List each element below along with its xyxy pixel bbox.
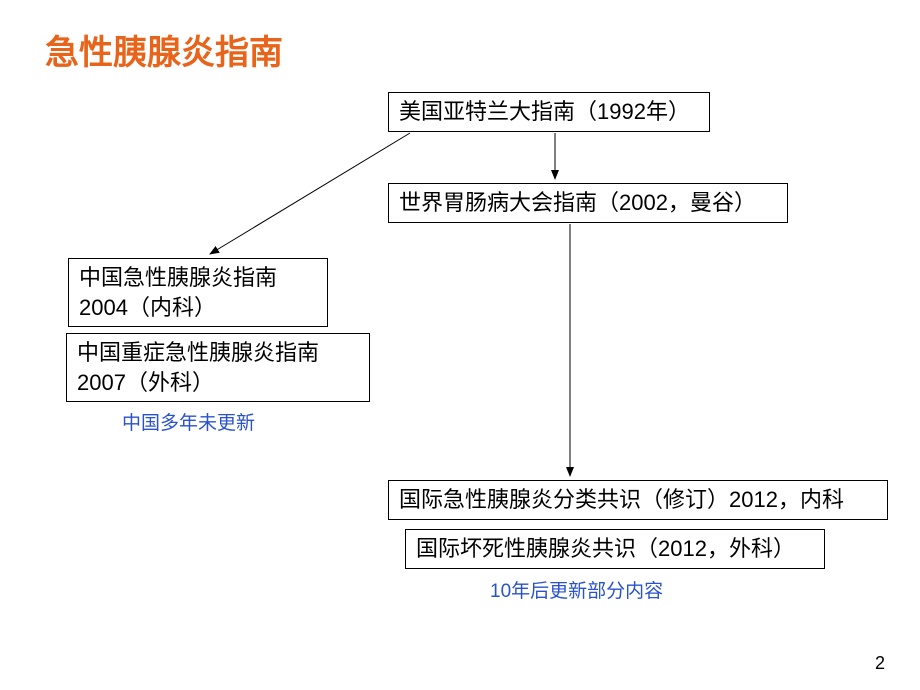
node-atlanta: 美国亚特兰大指南（1992年） — [388, 92, 710, 132]
node-china-2007: 中国重症急性胰腺炎指南2007（外科） — [66, 333, 370, 402]
node-intl-2012-a: 国际急性胰腺炎分类共识（修订）2012，内科 — [388, 480, 888, 520]
node-china-2004: 中国急性胰腺炎指南2004（内科） — [68, 258, 328, 327]
node-wgo: 世界胃肠病大会指南（2002，曼谷） — [388, 183, 788, 223]
node-intl-2012-b: 国际坏死性胰腺炎共识（2012，外科） — [405, 529, 825, 569]
page-title: 急性胰腺炎指南 — [45, 25, 283, 74]
page-number: 2 — [875, 653, 885, 674]
note-ten-year: 10年后更新部分内容 — [490, 576, 663, 603]
note-china: 中国多年未更新 — [122, 408, 255, 435]
